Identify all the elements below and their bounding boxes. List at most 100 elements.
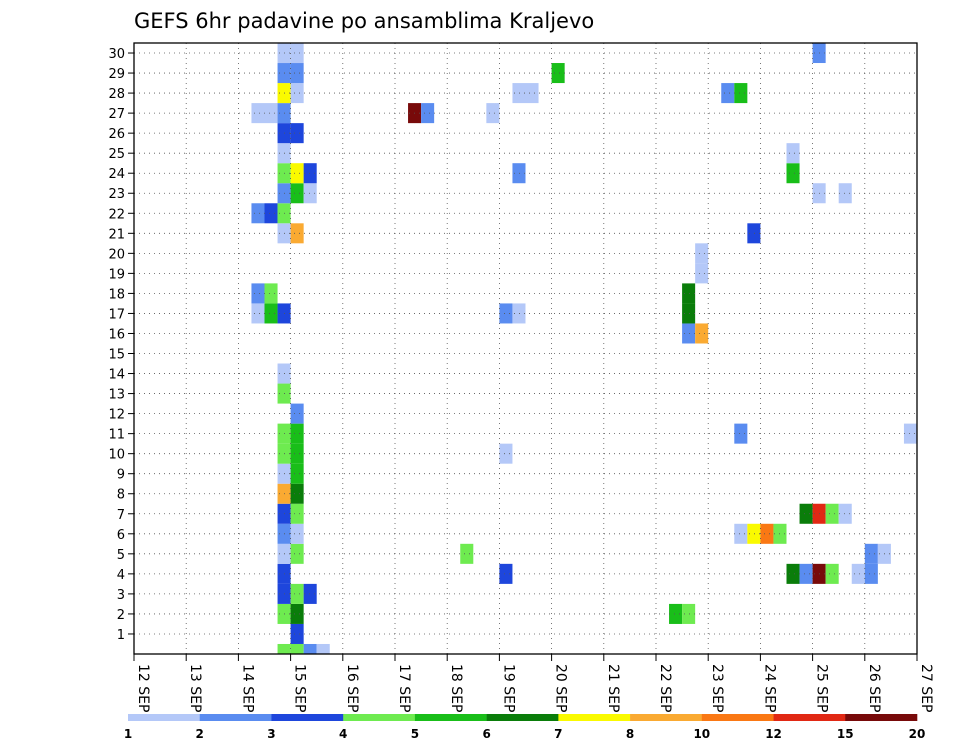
color-legend: 1 2 3 4 5 6 7 8 10 12 15 20	[124, 714, 926, 741]
heatmap-cell	[251, 203, 265, 224]
heatmap-cell	[264, 203, 278, 224]
x-tick-label: 23 SEP	[709, 664, 725, 712]
y-tick-label: 15	[108, 348, 125, 363]
heatmap-cell	[512, 83, 526, 104]
heatmap-cell	[290, 583, 304, 604]
y-tick-label: 13	[108, 388, 125, 403]
y-tick-label: 1	[117, 628, 125, 643]
heatmap-cell	[864, 563, 878, 584]
heatmap-cell	[421, 103, 435, 124]
y-tick-label: 27	[108, 107, 125, 122]
legend-label: 5	[411, 727, 419, 741]
heatmap-cell	[290, 483, 304, 504]
y-tick-label: 8	[117, 488, 125, 503]
y-tick-label: 3	[117, 588, 125, 603]
heatmap-cell	[512, 303, 526, 324]
y-tick-label: 26	[108, 127, 125, 142]
legend-label: 20	[909, 727, 926, 741]
y-tick-label: 16	[108, 327, 125, 342]
x-tick-label: 25 SEP	[814, 664, 830, 712]
heatmap-cell	[747, 523, 761, 544]
x-tick-label: 24 SEP	[761, 664, 777, 712]
legend-label: 6	[482, 727, 490, 741]
heatmap-cell	[786, 143, 800, 164]
heatmap-cell	[799, 563, 813, 584]
y-tick-label: 24	[108, 167, 125, 182]
legend-label: 10	[693, 727, 710, 741]
heatmap-cell	[264, 103, 278, 124]
y-tick-label: 30	[108, 47, 125, 62]
heatmap-cell	[290, 183, 304, 204]
x-tick-label: 22 SEP	[657, 664, 673, 712]
y-tick-label: 17	[108, 307, 125, 322]
heatmap-cell	[825, 563, 839, 584]
heatmap-cell	[264, 283, 278, 304]
legend-swatch	[630, 714, 703, 721]
x-axis: 12 SEP 13 SEP 14 SEP 15 SEP 16 SEP 17 SEP 18 S…	[133, 654, 934, 712]
heatmap-cell	[290, 623, 304, 644]
heatmap-cell	[290, 603, 304, 624]
heatmap-cell	[303, 183, 317, 204]
y-tick-label: 29	[108, 67, 125, 82]
y-tick-label: 9	[117, 468, 125, 483]
heatmap-cell	[695, 323, 709, 344]
x-tick-label: 18 SEP	[448, 664, 464, 712]
heatmap-cell	[290, 523, 304, 544]
y-tick-label: 19	[108, 267, 125, 282]
heatmap-cell	[290, 503, 304, 524]
legend-swatch	[773, 714, 846, 721]
heatmap-cell	[290, 83, 304, 104]
heatmap-cell	[499, 303, 513, 324]
x-tick-label: 15 SEP	[292, 664, 308, 712]
x-tick-label: 27 SEP	[918, 664, 934, 712]
y-tick-label: 4	[117, 568, 125, 583]
legend-swatch	[414, 714, 487, 721]
heatmap-cell	[786, 163, 800, 184]
heatmap-cell	[303, 163, 317, 184]
x-tick-label: 16 SEP	[344, 664, 360, 712]
heatmap-cell	[290, 423, 304, 444]
legend-swatch	[558, 714, 631, 721]
heatmap-cell	[499, 563, 513, 584]
heatmap-cell	[512, 163, 526, 184]
heatmap-cell	[864, 543, 878, 564]
heatmap-cell	[734, 423, 748, 444]
y-tick-label: 11	[108, 428, 125, 443]
x-tick-label: 17 SEP	[396, 664, 412, 712]
legend-label: 15	[837, 727, 854, 741]
heatmap-cell	[290, 63, 304, 84]
heatmap-cell	[290, 163, 304, 184]
heatmap-cell	[825, 503, 839, 524]
x-tick-label: 14 SEP	[239, 664, 255, 712]
heatmap-cell	[486, 103, 500, 124]
y-tick-label: 14	[108, 368, 125, 383]
heatmap-cell	[251, 103, 265, 124]
heatmap-cell	[682, 283, 696, 304]
heatmap-cell	[682, 603, 696, 624]
legend-swatch	[701, 714, 774, 721]
y-tick-label: 28	[108, 87, 125, 102]
legend-label: 12	[765, 727, 782, 741]
y-tick-label: 25	[108, 147, 125, 162]
chart-title: GEFS 6hr padavine po ansamblima Kraljevo	[134, 9, 594, 33]
y-tick-label: 21	[108, 227, 125, 242]
heatmap-cell	[695, 243, 709, 264]
heatmap-cell	[460, 543, 474, 564]
heatmap-cell	[290, 43, 304, 64]
heatmap-cell	[838, 503, 852, 524]
heatmap-cell	[551, 63, 565, 84]
y-tick-label: 10	[108, 448, 125, 463]
y-tick-label: 18	[108, 287, 125, 302]
heatmap-cell	[290, 643, 304, 654]
legend-swatch	[486, 714, 559, 721]
y-tick-label: 22	[108, 207, 125, 222]
heatmap-cell	[290, 463, 304, 484]
heatmap-cell	[277, 643, 291, 654]
legend-label: 4	[339, 727, 347, 741]
legend-swatch	[199, 714, 272, 721]
heatmap-cell	[499, 443, 513, 464]
legend-swatch	[343, 714, 416, 721]
heatmap-cell	[303, 583, 317, 604]
legend-swatch	[845, 714, 918, 721]
